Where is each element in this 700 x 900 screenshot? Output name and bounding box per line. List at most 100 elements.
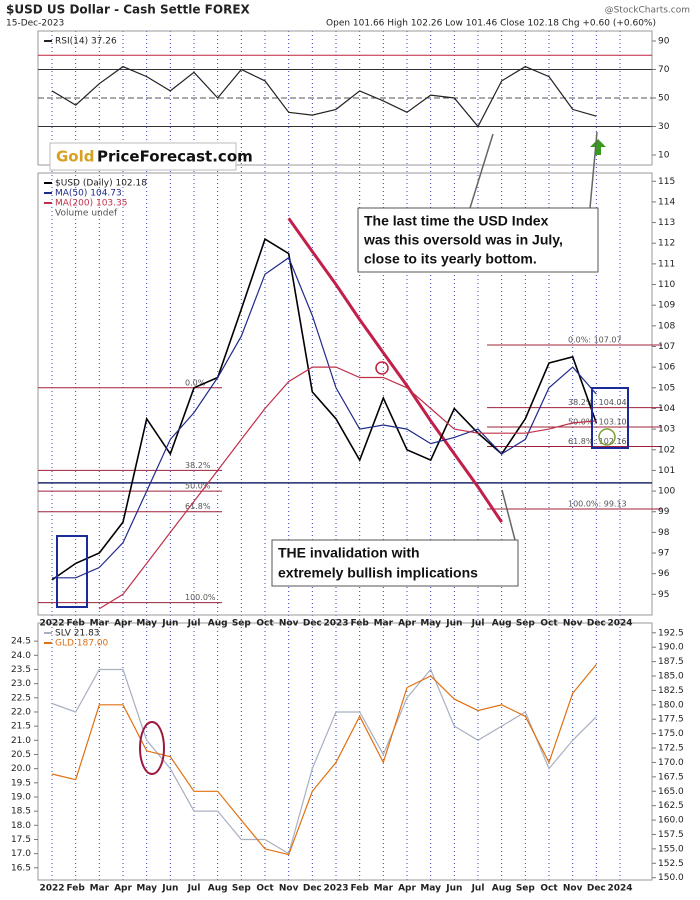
x-tick-label: Apr <box>114 884 132 894</box>
y-tick-label: 111 <box>658 259 675 269</box>
y-tick-label: 20.0 <box>11 764 31 774</box>
highlight-circle <box>375 361 389 375</box>
x-tick-label: Dec <box>303 619 322 629</box>
x-tick-label: Jul <box>187 884 201 894</box>
overlays: The last time the USD Index was this ove… <box>49 131 629 775</box>
y-tick-label: 172.5 <box>658 744 684 754</box>
y-tick-label: 19.0 <box>11 792 31 802</box>
callout-line <box>501 489 516 541</box>
panel-frame <box>37 172 653 616</box>
y-tick-label: 113 <box>658 218 675 228</box>
x-tick-label: Jun <box>161 884 178 894</box>
y-tick-label: 96 <box>658 569 670 579</box>
callout-line <box>589 131 598 209</box>
x-tick-label: Mar <box>374 884 394 894</box>
legend-label: SLV 21.83 <box>55 629 100 639</box>
fib-label: 61.8%: 102.16 <box>568 437 627 446</box>
x-tick-label: Aug <box>208 619 228 629</box>
y-tick-label: 187.5 <box>658 657 684 667</box>
y-tick-label: 115 <box>658 177 675 187</box>
annotation-box <box>271 539 519 587</box>
series-line <box>51 237 598 581</box>
y-tick-label: 101 <box>658 466 675 476</box>
y-tick-label: 95 <box>658 590 669 600</box>
x-tick-label: Nov <box>563 884 583 894</box>
highlight-box <box>56 535 88 608</box>
x-tick-label: 2023 <box>323 619 348 629</box>
trendline <box>287 217 503 523</box>
legend-label: $USD (Daily) 102.18 <box>55 179 147 189</box>
y-tick-label: 103 <box>658 425 675 435</box>
fib-label: 50.0% <box>185 482 211 491</box>
x-tick-label: Dec <box>303 884 322 894</box>
y-tick-label: 157.5 <box>658 830 684 840</box>
highlight-ellipse <box>139 721 165 775</box>
fib-label: 61.8% <box>185 502 211 511</box>
x-tick-label: Oct <box>256 884 274 894</box>
quote: Open 101.66 High 102.26 Low 101.46 Close… <box>326 19 656 29</box>
x-tick-label: 2022 <box>39 884 64 894</box>
y-tick-label: 162.5 <box>658 801 684 811</box>
y-tick-label: 112 <box>658 239 675 249</box>
y-tick-label: 50 <box>658 94 670 104</box>
series-line <box>51 65 597 128</box>
x-tick-label: Jul <box>471 619 485 629</box>
logo-box <box>49 142 237 171</box>
y-tick-label: 98 <box>658 528 670 538</box>
fib-label: 100.0% <box>185 593 216 602</box>
x-tick-label: Mar <box>374 619 394 629</box>
y-tick-label: 150.0 <box>658 873 684 883</box>
x-tick-label: Jun <box>445 884 462 894</box>
x-tick-label: Dec <box>587 884 606 894</box>
x-tick-label: Dec <box>587 619 606 629</box>
x-tick-label: Nov <box>279 619 299 629</box>
y-tick-label: 160.0 <box>658 816 684 826</box>
y-tick-label: 18.5 <box>11 807 31 817</box>
fib-label: 50.0%: 103.10 <box>568 418 627 427</box>
y-tick-label: 23.5 <box>11 665 31 675</box>
y-tick-label: 30 <box>658 122 670 132</box>
x-tick-label: Oct <box>540 619 558 629</box>
x-tick-label: Nov <box>563 619 583 629</box>
y-tick-label: 17.5 <box>11 835 31 845</box>
x-tick-label: Jun <box>445 619 462 629</box>
y-tick-label: 10 <box>658 151 670 161</box>
annotation: close to its yearly bottom. <box>364 251 537 267</box>
fib-label: 0.0%: 107.07 <box>568 336 622 345</box>
chart-title: $USD US Dollar - Cash Settle FOREX <box>6 3 251 17</box>
x-tick-label: Apr <box>398 884 416 894</box>
y-tick-label: 107 <box>658 342 675 352</box>
panel-frame <box>37 622 653 881</box>
annotation: extremely bullish implications <box>278 565 478 581</box>
arrow-up <box>590 139 606 155</box>
series-line <box>51 664 597 856</box>
x-tick-label: Oct <box>540 884 558 894</box>
x-tick-label: Aug <box>492 884 512 894</box>
annotation: was this oversold was in July, <box>363 232 563 248</box>
annotation: THE invalidation with <box>278 545 420 561</box>
y-tick-label: 175.0 <box>658 729 684 739</box>
x-tick-label: Jun <box>161 619 178 629</box>
legend-label: RSI(14) 37.26 <box>55 37 117 47</box>
y-tick-label: 180.0 <box>658 700 684 710</box>
y-tick-label: 70 <box>658 65 670 75</box>
fib-label: 38.2% <box>185 461 211 470</box>
y-tick-label: 152.5 <box>658 859 684 869</box>
y-tick-label: 192.5 <box>658 628 684 638</box>
x-tick-label: Sep <box>516 884 536 894</box>
y-tick-label: 170.0 <box>658 758 684 768</box>
x-tick-label: May <box>136 619 157 629</box>
y-tick-label: 102 <box>658 445 675 455</box>
x-tick-label: 2024 <box>607 619 632 629</box>
y-tick-label: 21.0 <box>11 736 31 746</box>
date: 15-Dec-2023 <box>6 19 64 29</box>
y-tick-label: 177.5 <box>658 715 684 725</box>
x-tick-label: Aug <box>492 619 512 629</box>
y-tick-label: 24.5 <box>11 637 31 647</box>
x-tick-label: May <box>136 884 157 894</box>
legend-label: Volume undef <box>55 209 118 219</box>
x-tick-label: Sep <box>516 619 536 629</box>
logo-gold: Gold <box>56 148 95 166</box>
